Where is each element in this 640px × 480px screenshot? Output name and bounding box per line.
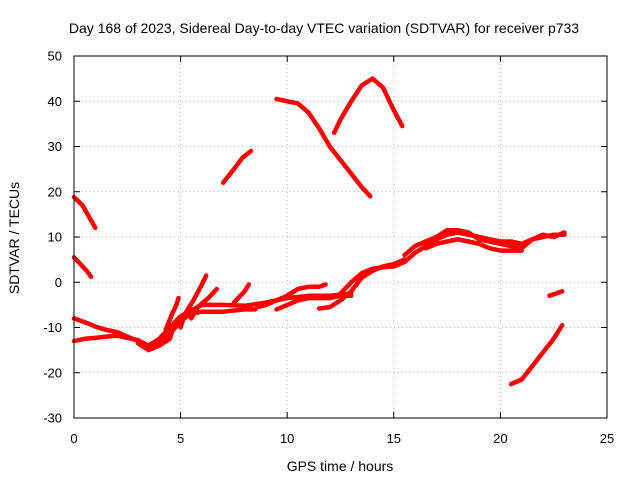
series-arc-22 [547, 289, 565, 299]
series-arc-13 [274, 282, 328, 303]
x-tick-label: 10 [280, 431, 294, 446]
y-tick-label: -30 [43, 411, 62, 426]
series-arc-12 [274, 293, 354, 312]
x-axis-label: GPS time / hours [287, 458, 394, 474]
series-arc-16 [402, 227, 567, 258]
series-arc-9 [231, 282, 252, 305]
axis-ticks: 0 5 10 15 20 25 -30 -20 -10 0 10 20 30 40 50 [43, 49, 614, 447]
y-tick-label: 40 [48, 94, 62, 109]
x-tick-label: 0 [70, 431, 77, 446]
series-arc-6 [163, 295, 181, 333]
series-arc-1 [71, 194, 98, 231]
x-tick-label: 15 [387, 431, 401, 446]
y-tick-label: 0 [55, 275, 62, 290]
y-tick-label: 20 [48, 184, 62, 199]
series-arc-20 [331, 76, 405, 136]
series-layer [71, 76, 567, 387]
y-tick-label: 50 [48, 49, 62, 64]
series-arc-8 [189, 286, 220, 321]
chart-title: Day 168 of 2023, Sidereal Day-to-day VTE… [69, 20, 579, 36]
series-arc-19 [327, 144, 373, 199]
series-arc-5 [135, 320, 177, 353]
x-tick-label: 25 [600, 431, 614, 446]
series-arc-21 [508, 322, 565, 387]
series-arc-4 [71, 291, 354, 348]
x-tick-label: 5 [177, 431, 184, 446]
series-arc-17 [423, 237, 524, 253]
y-tick-label: 10 [48, 230, 62, 245]
x-tick-label: 20 [493, 431, 507, 446]
series-arc-2 [71, 255, 94, 280]
y-tick-label: 30 [48, 139, 62, 154]
y-axis-label: SDTVAR / TECUs [6, 182, 22, 294]
series-arc-10 [220, 148, 254, 185]
plot-frame [73, 55, 608, 419]
series-arc-7 [178, 273, 209, 330]
series-arc-18 [274, 96, 333, 149]
y-tick-label: -10 [43, 320, 62, 335]
grid [74, 56, 607, 418]
y-tick-label: -20 [43, 365, 62, 380]
